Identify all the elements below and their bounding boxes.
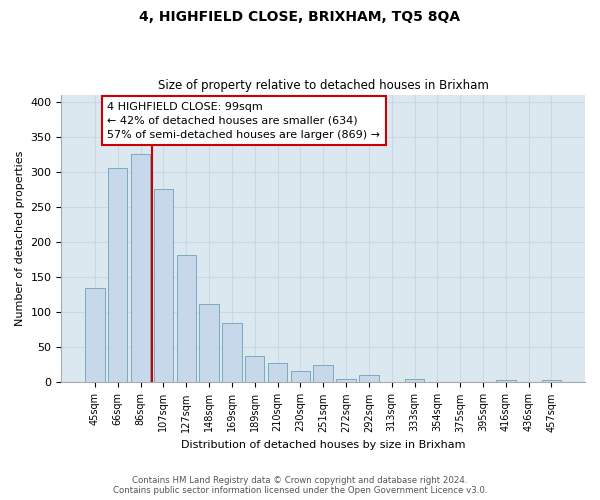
Bar <box>108 168 127 382</box>
X-axis label: Distribution of detached houses by size in Brixham: Distribution of detached houses by size … <box>181 440 466 450</box>
Text: Contains HM Land Registry data © Crown copyright and database right 2024.
Contai: Contains HM Land Registry data © Crown c… <box>113 476 487 495</box>
Bar <box>176 254 196 382</box>
Bar <box>313 365 333 382</box>
Title: Size of property relative to detached houses in Brixham: Size of property relative to detached ho… <box>158 79 488 92</box>
Bar <box>199 304 219 382</box>
Bar <box>268 364 287 382</box>
Bar <box>359 374 379 382</box>
Bar <box>245 356 265 382</box>
Bar <box>85 288 104 382</box>
Bar <box>222 324 242 382</box>
Bar <box>542 380 561 382</box>
Text: 4, HIGHFIELD CLOSE, BRIXHAM, TQ5 8QA: 4, HIGHFIELD CLOSE, BRIXHAM, TQ5 8QA <box>139 10 461 24</box>
Text: 4 HIGHFIELD CLOSE: 99sqm
← 42% of detached houses are smaller (634)
57% of semi-: 4 HIGHFIELD CLOSE: 99sqm ← 42% of detach… <box>107 102 380 140</box>
Bar <box>405 379 424 382</box>
Bar <box>290 370 310 382</box>
Bar <box>131 154 150 382</box>
Y-axis label: Number of detached properties: Number of detached properties <box>15 151 25 326</box>
Bar <box>154 190 173 382</box>
Bar <box>337 379 356 382</box>
Bar <box>496 380 515 382</box>
